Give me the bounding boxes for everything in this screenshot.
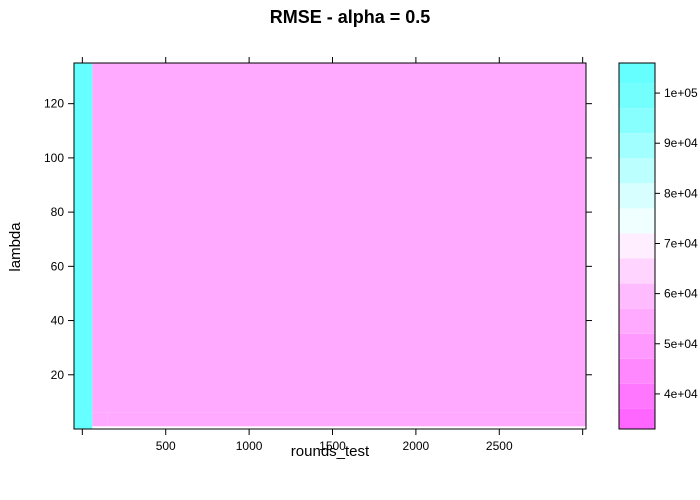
colorbar-tick-label: 5e+04 xyxy=(664,337,698,351)
y-tick-label: 80 xyxy=(51,205,65,219)
colorbar-tick-label: 6e+04 xyxy=(664,287,698,301)
x-tick-label: 2500 xyxy=(486,439,513,453)
colorbar-band-10 xyxy=(619,158,655,184)
y-tick-label: 100 xyxy=(44,151,64,165)
colorbar-band-14 xyxy=(619,63,655,84)
y-axis-label: lambda xyxy=(7,222,24,272)
x-tick-label: 1000 xyxy=(236,439,263,453)
colorbar-band-12 xyxy=(619,108,655,134)
heatmap-cell-0 xyxy=(74,63,93,429)
colorbar-band-8 xyxy=(619,208,655,234)
heatmap-cell-1 xyxy=(92,63,586,413)
colorbar-tick-label: 7e+04 xyxy=(664,236,698,250)
y-tick-label: 120 xyxy=(44,97,64,111)
colorbar-band-4 xyxy=(619,308,655,334)
colorbar-tick-label: 1e+05 xyxy=(664,86,698,100)
colorbar-band-1 xyxy=(619,383,655,409)
colorbar-tick-label: 9e+04 xyxy=(664,136,698,150)
colorbar-band-5 xyxy=(619,283,655,309)
y-axis: 20 40 60 80 100 120 xyxy=(44,97,592,382)
colorbar-tick-label: 4e+04 xyxy=(664,387,698,401)
colorbar-tick-label: 8e+04 xyxy=(664,186,698,200)
colorbar-band-3 xyxy=(619,333,655,359)
chart-title: RMSE - alpha = 0.5 xyxy=(270,7,431,27)
y-tick-label: 20 xyxy=(51,368,65,382)
x-tick-label: 2000 xyxy=(403,439,430,453)
colorbar-band-11 xyxy=(619,133,655,159)
colorbar-band-2 xyxy=(619,358,655,384)
y-tick-label: 40 xyxy=(51,314,65,328)
plot-area xyxy=(73,62,587,430)
colorbar-band-13 xyxy=(619,83,655,109)
y-tick-label: 60 xyxy=(51,259,65,273)
x-tick-label: 1500 xyxy=(319,439,346,453)
colorbar-band-6 xyxy=(619,258,655,284)
colorbar-frame xyxy=(618,62,656,430)
colorbar-band-7 xyxy=(619,233,655,259)
x-axis: 500 1000 1500 2000 2500 xyxy=(81,57,584,453)
x-axis-label: rounds_test xyxy=(291,443,370,460)
colorbar-band-9 xyxy=(619,183,655,209)
plot-frame xyxy=(73,62,587,430)
heatmap-cell-3 xyxy=(92,412,108,427)
colorbar-band-0 xyxy=(619,408,655,429)
heatmap-cell-2 xyxy=(107,412,587,427)
x-tick-label: 500 xyxy=(156,439,176,453)
colorbar: 4e+04 5e+04 6e+04 7e+04 8e+04 9e+04 1e+05 xyxy=(618,62,698,430)
